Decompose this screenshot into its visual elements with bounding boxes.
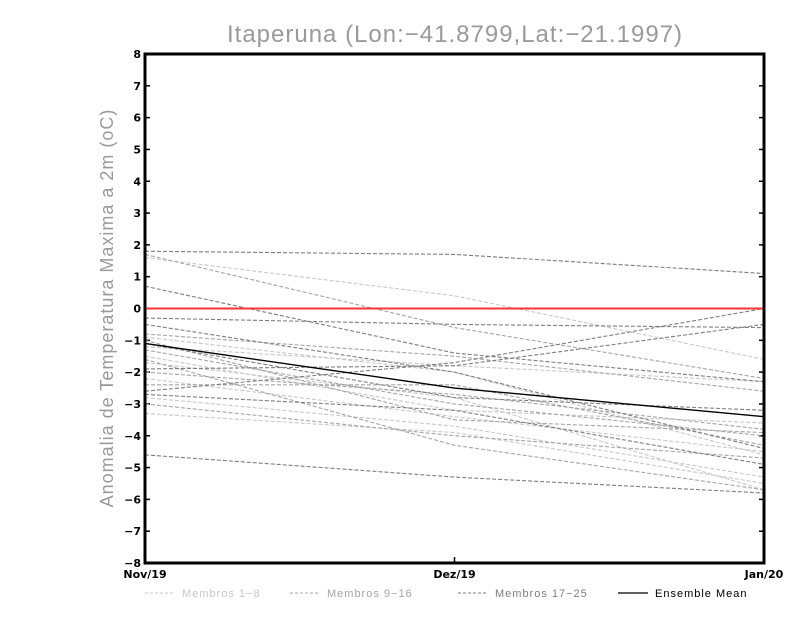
member-series-line bbox=[144, 454, 765, 494]
x-tick-label: Dez/19 bbox=[433, 568, 475, 581]
y-tick-label: 5 bbox=[133, 143, 141, 156]
y-tick-label: −2 bbox=[124, 366, 141, 379]
y-tick-label: −8 bbox=[124, 557, 141, 570]
x-tick-label: Nov/19 bbox=[123, 568, 166, 581]
chart-title: Itaperuna (Lon:−41.8799,Lat:−21.1997) bbox=[227, 21, 683, 48]
ensemble-mean-line bbox=[144, 342, 765, 418]
member-series-line bbox=[144, 393, 765, 465]
legend-label: Membros 17−25 bbox=[495, 588, 588, 600]
member-series-line bbox=[144, 285, 765, 383]
legend: Membros 1−8 Membros 9−16 Membros 17−25 Ense… bbox=[145, 588, 748, 600]
y-tick-label: −5 bbox=[124, 462, 141, 475]
y-tick-label: −7 bbox=[124, 525, 141, 538]
y-tick-label: 6 bbox=[133, 112, 141, 125]
y-tick-label: −6 bbox=[124, 493, 141, 506]
y-tick-label: 3 bbox=[133, 207, 141, 220]
member-series-line bbox=[144, 346, 765, 383]
legend-label: Membros 9−16 bbox=[327, 588, 413, 600]
y-tick-label: 4 bbox=[133, 175, 141, 188]
member-series-line bbox=[144, 317, 765, 329]
member-series-line bbox=[144, 371, 765, 430]
y-tick-label: −1 bbox=[124, 334, 141, 347]
x-tick-label: Jan/20 bbox=[744, 568, 784, 581]
member-series-line bbox=[144, 377, 765, 453]
member-series-line bbox=[144, 323, 765, 370]
member-series-line bbox=[144, 339, 765, 434]
y-tick-label: 8 bbox=[133, 48, 141, 61]
member-series-line bbox=[144, 307, 765, 392]
member-series-line bbox=[144, 403, 765, 459]
member-series-line bbox=[144, 333, 765, 392]
legend-label: Membros 1−8 bbox=[182, 588, 261, 600]
member-series-line bbox=[144, 342, 765, 411]
member-series-line bbox=[144, 250, 765, 275]
member-series-line bbox=[144, 397, 765, 478]
y-axis-label: Anomalia de Temperatura Maxima a 2m (oC) bbox=[97, 109, 117, 508]
member-series-line bbox=[145, 384, 765, 446]
y-tick-label: −3 bbox=[124, 398, 141, 411]
member-series-line bbox=[144, 358, 765, 491]
member-series-line bbox=[144, 412, 765, 485]
y-tick-label: −4 bbox=[124, 430, 141, 443]
member-series-line bbox=[144, 336, 765, 456]
y-tick-label: 2 bbox=[133, 239, 141, 252]
y-tick-label: 0 bbox=[133, 303, 141, 316]
member-series-line bbox=[144, 323, 765, 450]
member-series-line bbox=[144, 253, 765, 380]
y-tick-label: 7 bbox=[133, 80, 141, 93]
y-tick-label: 1 bbox=[133, 271, 141, 284]
member-series-line bbox=[144, 362, 765, 491]
legend-label: Ensemble Mean bbox=[655, 588, 748, 600]
plot-area: −8 −7 −6 −5 −4 −3 −2 −1 0 1 2 3 4 5 6 7 8 Nov/19 Dez/19 Jan… bbox=[123, 48, 783, 581]
plot-frame-top bbox=[143, 52, 766, 565]
